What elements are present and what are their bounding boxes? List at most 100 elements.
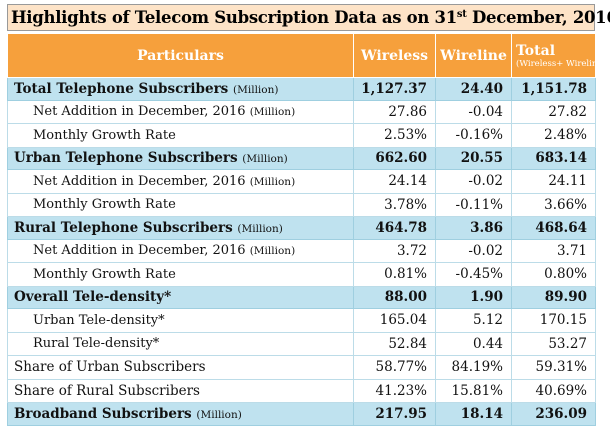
table-row: Broadband Subscribers (Million) 217.95 1… (7, 402, 596, 426)
row-label: Net Addition in December, 2016 (Million) (7, 238, 354, 263)
row-label: Share of Urban Subscribers (7, 355, 354, 380)
row-label: Monthly Growth Rate (7, 123, 354, 148)
table-row: Net Addition in December, 2016 (Million)… (7, 238, 596, 263)
row-label: Rural Tele-density* (7, 331, 354, 356)
row-label-text: Overall Tele-density* (14, 289, 172, 306)
cell-wireline: 3.86 (435, 216, 512, 240)
cell-total: 53.27 (511, 331, 596, 356)
row-label-text: Monthly Growth Rate (33, 266, 176, 282)
row-unit: (Million) (196, 408, 242, 421)
table-row: Overall Tele-density* 88.00 1.90 89.90 (7, 285, 596, 309)
row-label: Total Telephone Subscribers (Million) (7, 77, 354, 101)
row-unit: (Million) (249, 245, 296, 258)
title-text: Highlights of Telecom Subscription Data … (11, 8, 610, 27)
cell-total: 1,151.78 (511, 77, 596, 101)
row-label-text: Monthly Growth Rate (33, 197, 176, 213)
cell-total: 59.31% (511, 355, 596, 380)
cell-wireline: 84.19% (435, 355, 512, 380)
table-title: Highlights of Telecom Subscription Data … (7, 4, 610, 31)
row-label: Monthly Growth Rate (7, 262, 354, 287)
row-label-text: Share of Urban Subscribers (14, 359, 206, 376)
title-tail: December, 2016 (466, 8, 610, 27)
row-label-text: Urban Telephone Subscribers (14, 150, 238, 167)
table-row: Monthly Growth Rate 3.78% -0.11% 3.66% (7, 192, 596, 217)
row-label-text: Net Addition in December, 2016 (33, 243, 246, 259)
row-label: Net Addition in December, 2016 (Million) (7, 169, 354, 194)
cell-wireless: 52.84 (353, 331, 436, 356)
row-label: Urban Telephone Subscribers (Million) (7, 146, 354, 170)
cell-wireline: -0.11% (435, 192, 512, 217)
cell-wireline: 24.40 (435, 77, 512, 101)
cell-total: 468.64 (511, 216, 596, 240)
table-row: Net Addition in December, 2016 (Million)… (7, 99, 596, 124)
cell-total: 683.14 (511, 146, 596, 170)
row-label: Net Addition in December, 2016 (Million) (7, 99, 354, 124)
cell-wireless: 217.95 (353, 402, 436, 426)
cell-total: 170.15 (511, 308, 596, 333)
row-label-text: Rural Telephone Subscribers (14, 219, 233, 236)
row-unit: (Million) (242, 153, 288, 166)
table-row: Monthly Growth Rate 0.81% -0.45% 0.80% (7, 262, 596, 287)
cell-wireline: 15.81% (435, 378, 512, 403)
row-label: Urban Tele-density* (7, 308, 354, 333)
cell-wireless: 24.14 (353, 169, 436, 194)
header-total-main: Total (516, 42, 556, 59)
cell-wireless: 3.78% (353, 192, 436, 217)
row-unit: (Million) (233, 83, 279, 96)
cell-wireline: -0.02 (435, 238, 512, 263)
cell-wireline: 0.44 (435, 331, 512, 356)
cell-total: 27.82 (511, 99, 596, 124)
cell-total: 40.69% (511, 378, 596, 403)
title-sup: st (456, 9, 467, 20)
row-unit: (Million) (249, 106, 296, 119)
header-total: Total (Wireless+ Wireline) (511, 33, 596, 78)
cell-wireless: 41.23% (353, 378, 436, 403)
cell-total: 0.80% (511, 262, 596, 287)
cell-wireless: 3.72 (353, 238, 436, 263)
cell-total: 2.48% (511, 123, 596, 148)
cell-wireline: -0.16% (435, 123, 512, 148)
table-row: Total Telephone Subscribers (Million) 1,… (7, 77, 596, 101)
header-wireless: Wireless (353, 33, 436, 78)
table-row: Monthly Growth Rate 2.53% -0.16% 2.48% (7, 123, 596, 148)
cell-total: 24.11 (511, 169, 596, 194)
row-label: Share of Rural Subscribers (7, 378, 354, 403)
cell-wireless: 0.81% (353, 262, 436, 287)
cell-wireless: 464.78 (353, 216, 436, 240)
header-wireline: Wireline (435, 33, 512, 78)
cell-wireless: 88.00 (353, 285, 436, 309)
cell-wireless: 27.86 (353, 99, 436, 124)
row-unit: (Million) (249, 175, 296, 188)
table-row: Rural Telephone Subscribers (Million) 46… (7, 216, 596, 240)
cell-wireline: -0.04 (435, 99, 512, 124)
telecom-highlights-table: Particulars Wireless Wireline Total (Wir… (7, 33, 596, 426)
row-label-text: Total Telephone Subscribers (14, 80, 229, 97)
cell-wireline: -0.45% (435, 262, 512, 287)
cell-wireless: 662.60 (353, 146, 436, 170)
row-label-text: Net Addition in December, 2016 (33, 104, 246, 120)
row-label-text: Urban Tele-density* (33, 312, 165, 328)
title-main: Highlights of Telecom Subscription Data … (11, 8, 457, 27)
table-row: Share of Urban Subscribers 58.77% 84.19%… (7, 355, 596, 380)
table-row: Net Addition in December, 2016 (Million)… (7, 169, 596, 194)
row-label: Overall Tele-density* (7, 285, 354, 309)
row-label: Broadband Subscribers (Million) (7, 402, 354, 426)
row-label-text: Broadband Subscribers (14, 405, 192, 422)
header-particulars: Particulars (7, 33, 354, 78)
row-label-text: Net Addition in December, 2016 (33, 173, 246, 189)
cell-total: 236.09 (511, 402, 596, 426)
cell-wireline: 18.14 (435, 402, 512, 426)
row-label-text: Monthly Growth Rate (33, 127, 176, 143)
cell-wireless: 58.77% (353, 355, 436, 380)
header-row: Particulars Wireless Wireline Total (Wir… (7, 33, 596, 78)
table-row: Urban Telephone Subscribers (Million) 66… (7, 146, 596, 170)
cell-wireline: 20.55 (435, 146, 512, 170)
cell-total: 89.90 (511, 285, 596, 309)
cell-total: 3.71 (511, 238, 596, 263)
cell-wireless: 165.04 (353, 308, 436, 333)
table-row: Urban Tele-density* 165.04 5.12 170.15 (7, 308, 596, 333)
cell-wireless: 2.53% (353, 123, 436, 148)
cell-wireline: 5.12 (435, 308, 512, 333)
cell-total: 3.66% (511, 192, 596, 217)
row-unit: (Million) (237, 222, 283, 235)
